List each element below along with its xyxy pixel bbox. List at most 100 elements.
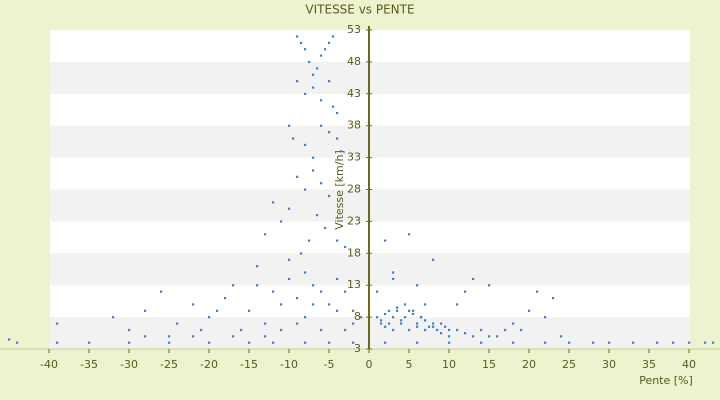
point <box>312 169 315 172</box>
point <box>328 194 331 198</box>
y-tick-label: 53 <box>347 23 361 36</box>
point <box>380 319 383 322</box>
point <box>464 332 467 335</box>
point <box>444 325 447 328</box>
point <box>416 325 419 328</box>
x-tick-label: -15 <box>240 358 258 371</box>
x-tick-label: 20 <box>522 358 536 371</box>
point <box>312 303 315 306</box>
x-tick-label: 0 <box>366 358 373 371</box>
point <box>292 137 295 140</box>
point <box>280 220 283 223</box>
point <box>568 341 571 344</box>
y-tick-label: 8 <box>354 310 361 323</box>
point <box>208 341 211 344</box>
point <box>216 309 219 312</box>
point <box>384 239 387 242</box>
point <box>328 41 331 44</box>
point <box>688 341 691 344</box>
y-tick-label: 18 <box>347 246 361 259</box>
y-tick-label: 48 <box>347 55 361 68</box>
point <box>608 341 611 344</box>
point <box>384 341 387 344</box>
x-tick-label: 10 <box>442 358 456 371</box>
point <box>560 335 563 338</box>
point <box>544 341 547 344</box>
point <box>396 309 399 312</box>
point <box>272 290 275 293</box>
y-tick-label: 23 <box>347 214 361 227</box>
point <box>384 325 387 328</box>
chart-title: VITESSE vs PENTE <box>305 3 414 17</box>
point <box>592 341 595 344</box>
point <box>332 35 335 38</box>
point <box>440 322 443 325</box>
point <box>332 105 335 108</box>
point <box>408 309 411 312</box>
point <box>280 328 283 332</box>
point <box>412 312 415 316</box>
point <box>192 303 195 306</box>
point <box>56 341 59 344</box>
point <box>412 309 415 312</box>
point <box>192 335 195 338</box>
point <box>264 322 267 325</box>
point <box>512 341 515 344</box>
point <box>312 73 315 76</box>
point <box>324 48 327 51</box>
y-tick-label: 3 <box>354 342 361 355</box>
point <box>464 290 467 293</box>
point <box>240 328 243 332</box>
point <box>388 309 391 312</box>
point <box>304 92 307 95</box>
x-axis-label: Pente [%] <box>639 374 693 387</box>
point <box>472 277 475 281</box>
point <box>320 99 323 102</box>
point <box>288 258 291 261</box>
point <box>416 322 419 325</box>
x-tick-label: 25 <box>562 358 576 371</box>
point <box>656 341 659 344</box>
point <box>160 290 163 293</box>
point <box>392 277 395 281</box>
point <box>128 328 131 332</box>
point <box>168 341 171 344</box>
point <box>396 306 399 309</box>
point <box>404 303 407 306</box>
point <box>324 226 327 229</box>
point <box>248 309 251 312</box>
point <box>328 80 331 83</box>
point <box>320 124 323 127</box>
point <box>360 316 363 319</box>
point <box>712 341 715 344</box>
point <box>448 341 451 344</box>
point <box>272 341 275 344</box>
point <box>128 341 131 344</box>
point <box>392 316 395 319</box>
point <box>552 296 555 300</box>
point <box>632 341 635 344</box>
point <box>264 233 267 236</box>
point <box>528 309 531 312</box>
point <box>256 265 259 268</box>
x-tick-label: -35 <box>80 358 98 371</box>
point <box>144 335 147 338</box>
point <box>488 284 491 287</box>
point <box>112 316 115 319</box>
point <box>308 239 311 242</box>
point <box>336 277 339 281</box>
point <box>304 188 307 191</box>
point <box>376 290 379 293</box>
point <box>344 290 347 293</box>
point <box>88 341 91 344</box>
point <box>316 214 319 217</box>
y-tick-label: 13 <box>347 278 361 291</box>
x-tick-label: 15 <box>482 358 496 371</box>
point <box>472 335 475 338</box>
point <box>424 319 427 322</box>
point <box>416 341 419 344</box>
point <box>8 338 11 341</box>
point <box>224 296 227 300</box>
x-tick-label: 5 <box>406 358 413 371</box>
